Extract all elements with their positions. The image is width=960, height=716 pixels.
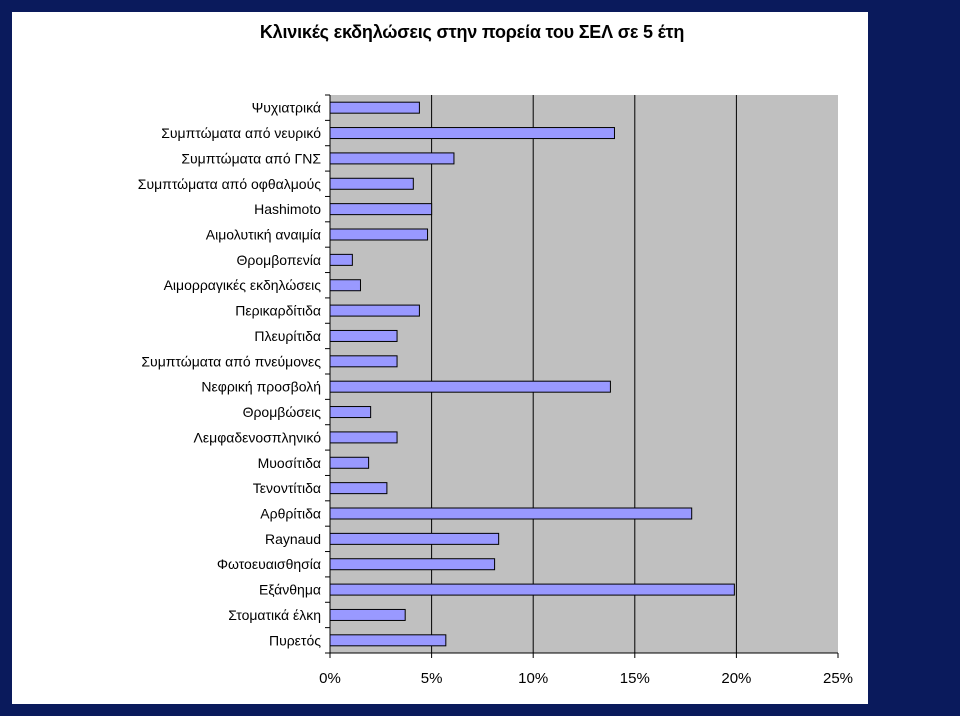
category-label-6: Αιμολυτική αναιμία: [206, 227, 321, 243]
category-label-2: Συμπτώματα από νευρικό: [161, 125, 321, 141]
category-label-7: Θρομβοπενία: [237, 252, 321, 268]
x-tick-label-0: 0%: [319, 670, 341, 687]
bar-18: [329, 532, 500, 545]
bar-17: [329, 507, 693, 520]
bar-14: [329, 431, 398, 444]
x-tick-label-3: 15%: [620, 670, 650, 687]
category-label-20: Εξάνθημα: [259, 582, 321, 598]
bar-7: [329, 253, 353, 266]
category-label-11: Συμπτώματα από πνεύμονες: [141, 353, 321, 369]
bar-6: [329, 228, 429, 241]
category-label-1: Ψυχιατρικά: [252, 100, 321, 116]
bar-20: [329, 583, 735, 596]
tick-labels: 0% 5% 10% 15% 20% 25%: [319, 670, 853, 687]
bar-2: [329, 127, 615, 140]
category-label-10: Πλευρίτιδα: [254, 328, 321, 344]
bar-21: [329, 608, 406, 621]
category-label-3: Συμπτώματα από ΓΝΣ: [181, 150, 321, 166]
category-label-19: Φωτοευαισθησία: [217, 556, 321, 572]
category-label-5: Hashimoto: [254, 201, 321, 217]
bar-19: [329, 558, 496, 571]
category-label-17: Αρθρίτιδα: [260, 506, 321, 522]
bar-10: [329, 329, 398, 342]
category-labels: Ψυχιατρικά Συμπτώματα από νευρικό Συμπτώμα…: [138, 100, 322, 649]
bar-9: [329, 304, 420, 317]
category-label-15: Μυοσίτιδα: [258, 455, 321, 471]
bar-12: [329, 380, 611, 393]
category-label-14: Λεμφαδενοσπληνικό: [194, 429, 322, 445]
bar-16: [329, 482, 388, 495]
category-label-22: Πυρετός: [269, 632, 321, 648]
bar-8: [329, 279, 361, 292]
x-tick-label-5: 25%: [823, 670, 853, 687]
bar-15: [329, 456, 370, 469]
category-label-18: Raynaud: [265, 531, 321, 547]
x-tick-label-2: 10%: [518, 670, 548, 687]
bar-11: [329, 355, 398, 368]
axes: [325, 94, 839, 658]
category-label-21: Στοματικά έλκη: [228, 607, 321, 623]
category-label-9: Περικαρδίτιδα: [235, 303, 321, 319]
x-tick-label-4: 20%: [721, 670, 751, 687]
bar-22: [329, 634, 447, 647]
bar-5: [329, 203, 433, 216]
bar-4: [329, 177, 414, 190]
category-label-13: Θρομβώσεις: [243, 404, 322, 420]
category-label-4: Συμπτώματα από οφθαλμούς: [138, 176, 321, 192]
category-label-12: Νεφρική προσβολή: [201, 379, 321, 395]
x-tick-label-1: 5%: [421, 670, 443, 687]
bar-3: [329, 152, 455, 165]
bar-1: [329, 101, 420, 114]
category-label-8: Αιμορραγικές εκδηλώσεις: [164, 277, 322, 293]
bar-13: [329, 406, 372, 419]
chart-title: Κλινικές εκδηλώσεις στην πορεία του ΣΕΛ …: [259, 22, 685, 42]
category-label-16: Τενοντίτιδα: [253, 480, 321, 496]
